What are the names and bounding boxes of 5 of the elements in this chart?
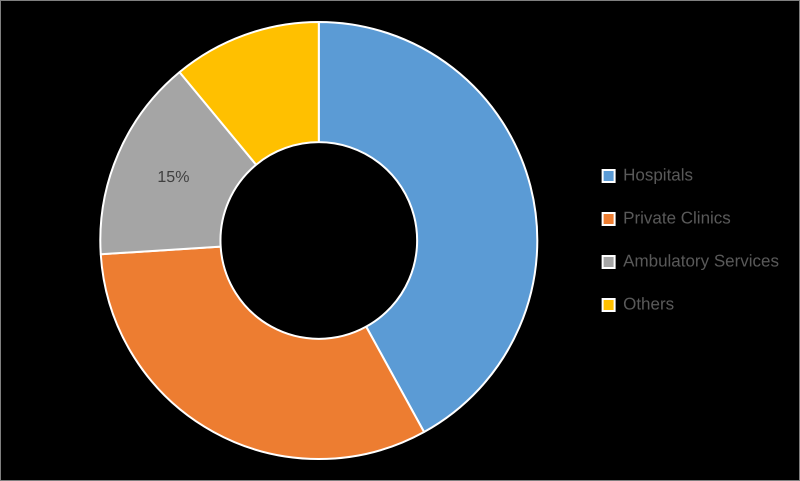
legend-label: Ambulatory Services [623,252,779,271]
legend-label: Others [623,294,674,314]
legend-label: Hospitals [623,166,694,185]
data-label: 15% [157,168,190,186]
legend-label: Private Clinics [623,208,731,228]
